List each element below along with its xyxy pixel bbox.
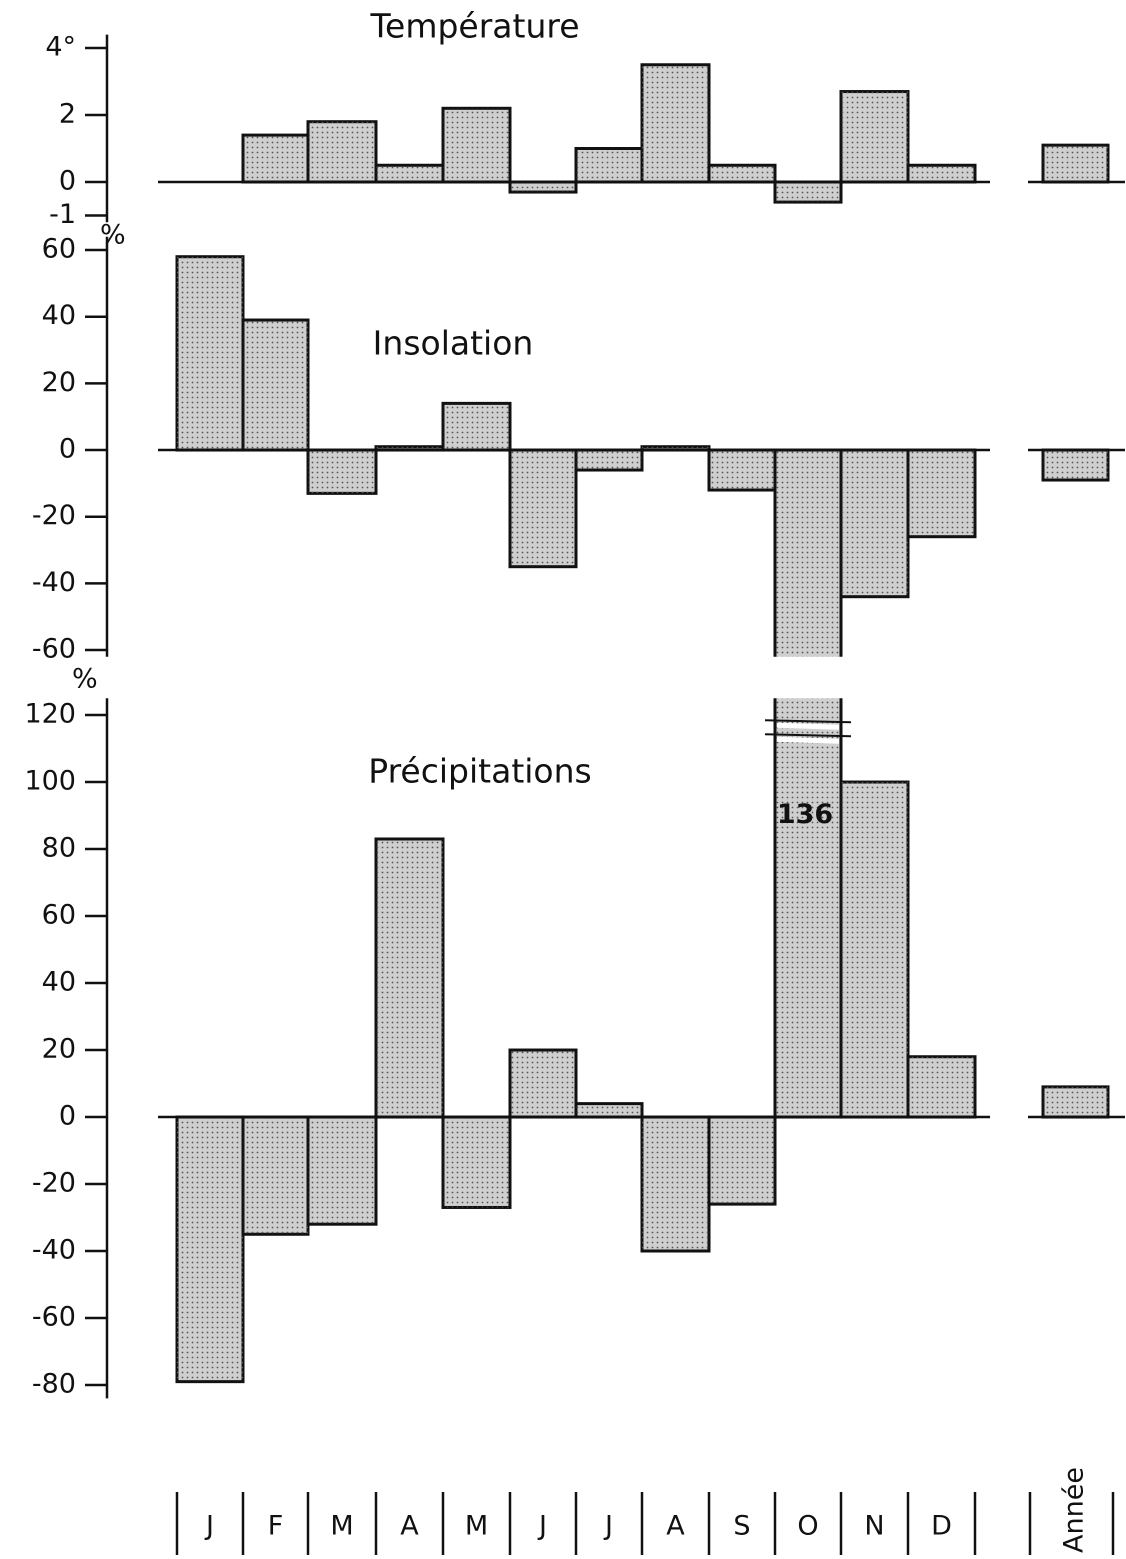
x-tick-label: F <box>268 1511 284 1542</box>
bar-texture <box>1043 1086 1108 1118</box>
x-tick-label: J <box>204 1511 214 1542</box>
y-tick-label: -20 <box>32 1168 76 1199</box>
bar-texture <box>443 403 510 451</box>
value-label: 136 <box>777 799 833 830</box>
unit-label: % <box>100 220 126 251</box>
bar-texture <box>443 108 510 182</box>
y-tick-label: 60 <box>42 900 76 931</box>
x-tick-label: J <box>603 1511 613 1542</box>
bar-texture <box>775 450 841 657</box>
break-gap <box>776 736 840 744</box>
bar-texture <box>709 450 775 491</box>
y-tick-label: 80 <box>42 833 76 864</box>
break-gap <box>776 722 840 730</box>
bar-texture <box>908 1056 975 1118</box>
x-tick-label: J <box>537 1511 547 1542</box>
bar-texture <box>1043 145 1108 182</box>
chart-title: Température <box>369 7 579 46</box>
bar-texture <box>243 320 308 451</box>
bar-texture <box>510 450 576 567</box>
y-tick-label: 0 <box>59 166 76 197</box>
bars <box>175 698 1110 1384</box>
bar-texture <box>1043 450 1108 481</box>
bar-texture <box>308 121 376 182</box>
bar-texture <box>841 450 908 597</box>
bar-texture <box>376 165 443 182</box>
break-mark <box>764 733 852 738</box>
bar-texture <box>376 838 443 1118</box>
bar-texture <box>576 1103 642 1118</box>
y-tick-label: 40 <box>42 967 76 998</box>
bar-texture <box>177 256 243 451</box>
bar-texture <box>775 698 841 1118</box>
x-tick-label: A <box>400 1511 419 1542</box>
x-tick-label: N <box>864 1511 884 1542</box>
y-tick-label: 2 <box>59 99 76 130</box>
break-mark <box>764 719 852 724</box>
x-tick-label: D <box>931 1511 952 1542</box>
bar-texture <box>908 165 975 182</box>
x-tick-label: A <box>666 1511 685 1542</box>
y-tick-label: 20 <box>42 367 76 398</box>
bar-texture <box>443 1117 510 1208</box>
bar-texture <box>576 450 642 471</box>
bars <box>241 63 1110 204</box>
x-tick-label: M <box>330 1511 353 1542</box>
y-tick-label: -60 <box>32 634 76 665</box>
y-tick-label: -40 <box>32 1235 76 1266</box>
bar-texture <box>841 782 908 1118</box>
bar-texture <box>576 148 642 182</box>
bars <box>175 255 1110 657</box>
y-tick-label: 120 <box>24 699 76 730</box>
unit-label: % <box>72 664 98 695</box>
x-tick-label: M <box>465 1511 488 1542</box>
bar-texture <box>243 1117 308 1235</box>
bar-texture <box>709 165 775 182</box>
y-tick-label: 60 <box>42 234 76 265</box>
bar-texture <box>308 450 376 494</box>
bar-texture <box>308 1117 376 1225</box>
x-tick-label: Année <box>1059 1467 1090 1553</box>
bar-texture <box>510 182 576 193</box>
bar-texture <box>642 64 709 182</box>
y-tick-label: -80 <box>32 1369 76 1400</box>
chart-title: Insolation <box>373 324 534 363</box>
bar-texture <box>177 1117 243 1382</box>
x-tick-label: S <box>733 1511 750 1542</box>
bar-texture <box>841 91 908 182</box>
y-tick-label: 100 <box>24 766 76 797</box>
bar-texture <box>642 446 709 451</box>
bar-texture <box>376 446 443 451</box>
bar-texture <box>642 1117 709 1252</box>
y-tick-label: 4° <box>45 32 76 63</box>
y-tick-label: 20 <box>42 1034 76 1065</box>
y-tick-label: -40 <box>32 567 76 598</box>
bar-texture <box>908 450 975 537</box>
y-tick-label: 0 <box>59 434 76 465</box>
y-tick-label: 0 <box>59 1101 76 1132</box>
y-tick-label: -20 <box>32 500 76 531</box>
chart-title: Précipitations <box>368 752 591 791</box>
bar-texture <box>775 182 841 203</box>
bar-texture <box>243 135 308 182</box>
bar-texture <box>510 1050 576 1118</box>
x-tick-label: O <box>797 1511 818 1542</box>
y-tick-label: -60 <box>32 1302 76 1333</box>
bar-texture <box>709 1117 775 1205</box>
y-tick-label: -1 <box>49 199 76 230</box>
y-tick-label: 40 <box>42 300 76 331</box>
